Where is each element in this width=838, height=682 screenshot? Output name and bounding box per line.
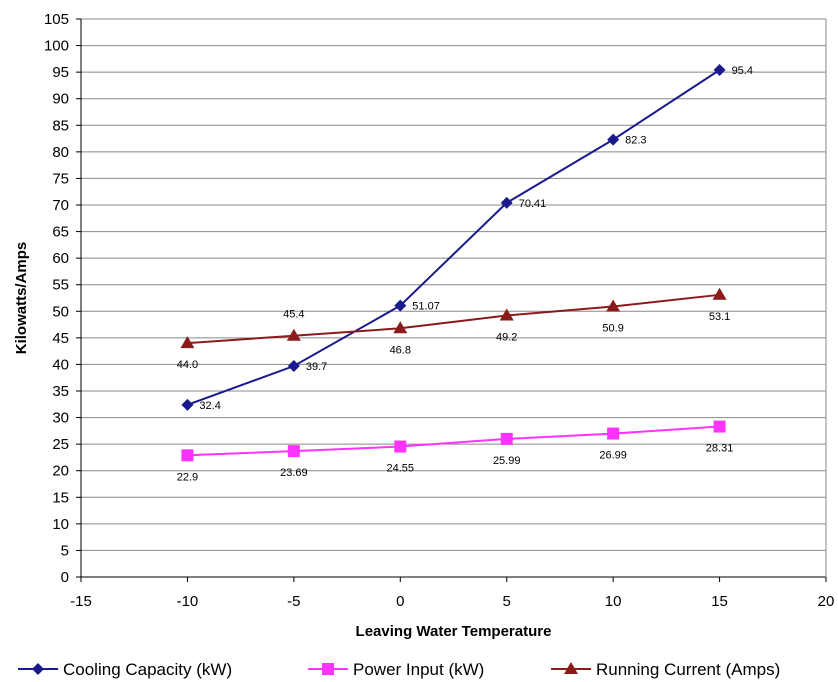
y-tick-label: 60 xyxy=(52,250,69,267)
data-point-triangle xyxy=(606,299,621,312)
x-tick-label: -10 xyxy=(177,593,199,610)
x-tick-label: 20 xyxy=(818,593,835,610)
data-point-diamond xyxy=(394,299,407,312)
y-tick-labels: 0 5 10 15 20 25 30 35 40 45 50 55 60 65 70 75 80 85 90 95 10… xyxy=(44,11,69,586)
data-point-diamond xyxy=(500,196,513,209)
data-point-square xyxy=(181,449,194,462)
x-tick-label: 0 xyxy=(396,593,404,610)
data-label: 23.69 xyxy=(280,467,308,479)
y-tick-label: 75 xyxy=(52,170,69,187)
y-tick-label: 85 xyxy=(52,117,69,134)
y-tick-label: 45 xyxy=(52,330,69,347)
gridlines xyxy=(81,18,826,551)
series-line xyxy=(187,425,720,457)
axes xyxy=(76,18,827,582)
y-tick-label: 50 xyxy=(52,303,69,320)
y-tick-label: 35 xyxy=(52,383,69,400)
y-tick-label: 30 xyxy=(52,410,69,427)
data-label: 53.1 xyxy=(709,311,730,323)
y-tick-label: 100 xyxy=(44,38,69,55)
data-point-triangle xyxy=(286,328,301,341)
data-label: 46.8 xyxy=(390,344,411,356)
y-tick-label: 0 xyxy=(61,569,69,586)
data-label: 95.4 xyxy=(732,65,753,77)
x-tick-label: 15 xyxy=(711,593,728,610)
y-tick-label: 70 xyxy=(52,197,69,214)
data-point-diamond xyxy=(32,663,44,675)
data-label: 24.55 xyxy=(387,463,415,475)
x-tick-label: -5 xyxy=(287,593,300,610)
data-label: 70.41 xyxy=(519,198,547,210)
data-label: 32.4 xyxy=(199,400,220,412)
x-tick-label: 10 xyxy=(605,593,622,610)
x-axis-title: Leaving Water Temperature xyxy=(356,623,552,640)
data-label: 82.3 xyxy=(625,135,646,147)
data-point-triangle xyxy=(180,336,195,349)
x-tick-label: 5 xyxy=(503,593,511,610)
series-group xyxy=(180,64,727,462)
data-label: 25.99 xyxy=(493,455,521,467)
x-tick-label: -15 xyxy=(70,593,92,610)
data-label: 51.07 xyxy=(412,301,440,313)
y-tick-label: 55 xyxy=(52,277,69,294)
y-tick-label: 65 xyxy=(52,224,69,241)
data-point-triangle xyxy=(499,308,514,321)
data-point-diamond xyxy=(181,398,194,411)
y-tick-label: 25 xyxy=(52,436,69,453)
data-label: 22.9 xyxy=(177,471,198,483)
series-line xyxy=(187,293,720,345)
y-tick-label: 40 xyxy=(52,356,69,373)
y-tick-label: 80 xyxy=(52,144,69,161)
data-label: 26.99 xyxy=(599,450,627,462)
y-tick-label: 10 xyxy=(52,516,69,533)
data-point-square xyxy=(287,445,300,458)
y-tick-label: 20 xyxy=(52,463,69,480)
y-tick-label: 5 xyxy=(61,542,69,559)
y-axis-title: Kilowatts/Amps xyxy=(13,242,30,355)
y-tick-label: 95 xyxy=(52,64,69,81)
data-point-diamond xyxy=(607,133,620,146)
data-point-square xyxy=(322,663,334,675)
data-point-diamond xyxy=(287,360,300,373)
legend-entry: Cooling Capacity (kW) xyxy=(63,660,232,679)
data-label: 49.2 xyxy=(496,332,517,344)
data-labels: 32.4 22.9 44.0 39.7 23.69 45.4 51.07 24.55 46.8 7… xyxy=(177,65,753,483)
series-line xyxy=(187,69,721,406)
data-label: 45.4 xyxy=(283,309,304,321)
legend: Cooling Capacity (kW) Power Input (kW) Run… xyxy=(18,660,780,679)
data-point-square xyxy=(394,440,407,453)
data-label: 28.31 xyxy=(706,443,734,455)
data-point-square xyxy=(713,420,726,433)
x-tick-labels: -15 -10 -5 0 5 10 15 20 xyxy=(70,593,834,610)
data-label: 44.0 xyxy=(177,359,198,371)
y-tick-label: 15 xyxy=(52,489,69,506)
y-tick-label: 90 xyxy=(52,91,69,108)
data-point-triangle xyxy=(564,662,578,674)
data-point-triangle xyxy=(393,321,408,334)
legend-entry: Power Input (kW) xyxy=(353,660,484,679)
data-point-triangle xyxy=(712,287,727,300)
data-label: 39.7 xyxy=(306,361,327,373)
data-point-square xyxy=(500,432,513,445)
data-point-square xyxy=(607,427,620,440)
data-point-diamond xyxy=(713,64,726,77)
y-tick-label: 105 xyxy=(44,11,69,28)
data-label: 50.9 xyxy=(602,323,623,335)
legend-entry: Running Current (Amps) xyxy=(596,660,780,679)
